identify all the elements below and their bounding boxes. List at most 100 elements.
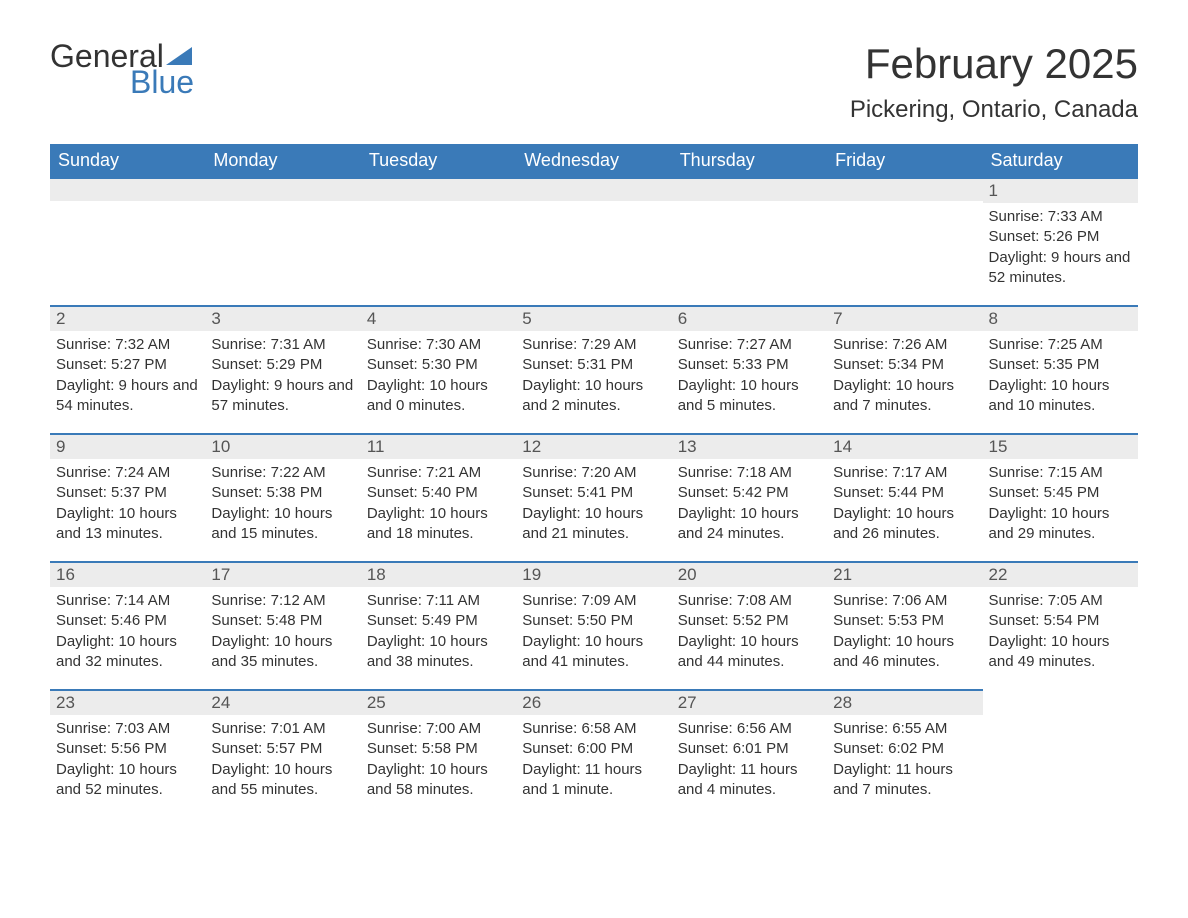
day-number: 10 — [205, 433, 360, 459]
calendar-day-cell: 18Sunrise: 7:11 AMSunset: 5:49 PMDayligh… — [361, 561, 516, 689]
day-content: Sunrise: 7:00 AMSunset: 5:58 PMDaylight:… — [361, 715, 516, 804]
calendar-day-cell: 22Sunrise: 7:05 AMSunset: 5:54 PMDayligh… — [983, 561, 1138, 689]
sunrise-text: Sunrise: 7:33 AM — [989, 207, 1132, 227]
header: General Blue February 2025 Pickering, On… — [50, 40, 1138, 124]
sunrise-text: Sunrise: 7:30 AM — [367, 335, 510, 355]
sunset-text: Sunset: 5:58 PM — [367, 739, 510, 759]
day-number: 20 — [672, 561, 827, 587]
daylight-text: Daylight: 10 hours and 58 minutes. — [367, 760, 510, 801]
day-content: Sunrise: 7:18 AMSunset: 5:42 PMDaylight:… — [672, 459, 827, 548]
sunrise-text: Sunrise: 7:18 AM — [678, 463, 821, 483]
calendar-day-cell: 6Sunrise: 7:27 AMSunset: 5:33 PMDaylight… — [672, 305, 827, 433]
day-content: Sunrise: 7:32 AMSunset: 5:27 PMDaylight:… — [50, 331, 205, 420]
weekday-header: Thursday — [672, 144, 827, 177]
sunrise-text: Sunrise: 7:06 AM — [833, 591, 976, 611]
calendar-table: SundayMondayTuesdayWednesdayThursdayFrid… — [50, 144, 1138, 817]
day-number: 24 — [205, 689, 360, 715]
daylight-text: Daylight: 9 hours and 52 minutes. — [989, 248, 1132, 289]
day-number: 17 — [205, 561, 360, 587]
logo-sail-icon — [166, 47, 192, 65]
calendar-day-cell: 17Sunrise: 7:12 AMSunset: 5:48 PMDayligh… — [205, 561, 360, 689]
daylight-text: Daylight: 10 hours and 46 minutes. — [833, 632, 976, 673]
sunset-text: Sunset: 5:37 PM — [56, 483, 199, 503]
weekday-header: Monday — [205, 144, 360, 177]
calendar-day-cell: 1Sunrise: 7:33 AMSunset: 5:26 PMDaylight… — [983, 177, 1138, 305]
day-content: Sunrise: 7:06 AMSunset: 5:53 PMDaylight:… — [827, 587, 982, 676]
calendar-day-cell — [361, 177, 516, 305]
sunrise-text: Sunrise: 7:08 AM — [678, 591, 821, 611]
calendar-day-cell: 24Sunrise: 7:01 AMSunset: 5:57 PMDayligh… — [205, 689, 360, 817]
calendar-day-cell — [205, 177, 360, 305]
empty-day-strip — [205, 177, 360, 201]
daylight-text: Daylight: 10 hours and 15 minutes. — [211, 504, 354, 545]
calendar-day-cell — [672, 177, 827, 305]
daylight-text: Daylight: 10 hours and 49 minutes. — [989, 632, 1132, 673]
sunset-text: Sunset: 5:40 PM — [367, 483, 510, 503]
day-number: 6 — [672, 305, 827, 331]
weekday-header: Saturday — [983, 144, 1138, 177]
daylight-text: Daylight: 10 hours and 29 minutes. — [989, 504, 1132, 545]
day-content: Sunrise: 7:26 AMSunset: 5:34 PMDaylight:… — [827, 331, 982, 420]
sunrise-text: Sunrise: 7:01 AM — [211, 719, 354, 739]
calendar-day-cell: 19Sunrise: 7:09 AMSunset: 5:50 PMDayligh… — [516, 561, 671, 689]
calendar-day-cell: 13Sunrise: 7:18 AMSunset: 5:42 PMDayligh… — [672, 433, 827, 561]
calendar-day-cell: 10Sunrise: 7:22 AMSunset: 5:38 PMDayligh… — [205, 433, 360, 561]
day-number: 23 — [50, 689, 205, 715]
sunrise-text: Sunrise: 7:27 AM — [678, 335, 821, 355]
day-number: 14 — [827, 433, 982, 459]
daylight-text: Daylight: 10 hours and 26 minutes. — [833, 504, 976, 545]
sunrise-text: Sunrise: 7:20 AM — [522, 463, 665, 483]
sunset-text: Sunset: 5:31 PM — [522, 355, 665, 375]
sunrise-text: Sunrise: 6:58 AM — [522, 719, 665, 739]
sunset-text: Sunset: 5:57 PM — [211, 739, 354, 759]
logo-word-blue: Blue — [130, 66, 194, 98]
weekday-header-row: SundayMondayTuesdayWednesdayThursdayFrid… — [50, 144, 1138, 177]
calendar-day-cell: 16Sunrise: 7:14 AMSunset: 5:46 PMDayligh… — [50, 561, 205, 689]
sunrise-text: Sunrise: 7:32 AM — [56, 335, 199, 355]
sunset-text: Sunset: 5:52 PM — [678, 611, 821, 631]
sunset-text: Sunset: 5:38 PM — [211, 483, 354, 503]
empty-day-strip — [361, 177, 516, 201]
day-content: Sunrise: 7:29 AMSunset: 5:31 PMDaylight:… — [516, 331, 671, 420]
day-number: 11 — [361, 433, 516, 459]
sunset-text: Sunset: 5:30 PM — [367, 355, 510, 375]
calendar-week-row: 16Sunrise: 7:14 AMSunset: 5:46 PMDayligh… — [50, 561, 1138, 689]
daylight-text: Daylight: 9 hours and 54 minutes. — [56, 376, 199, 417]
calendar-day-cell: 27Sunrise: 6:56 AMSunset: 6:01 PMDayligh… — [672, 689, 827, 817]
daylight-text: Daylight: 10 hours and 52 minutes. — [56, 760, 199, 801]
sunrise-text: Sunrise: 7:31 AM — [211, 335, 354, 355]
calendar-day-cell: 25Sunrise: 7:00 AMSunset: 5:58 PMDayligh… — [361, 689, 516, 817]
daylight-text: Daylight: 10 hours and 18 minutes. — [367, 504, 510, 545]
day-number: 8 — [983, 305, 1138, 331]
daylight-text: Daylight: 11 hours and 1 minute. — [522, 760, 665, 801]
calendar-day-cell: 15Sunrise: 7:15 AMSunset: 5:45 PMDayligh… — [983, 433, 1138, 561]
day-number: 22 — [983, 561, 1138, 587]
calendar-day-cell: 23Sunrise: 7:03 AMSunset: 5:56 PMDayligh… — [50, 689, 205, 817]
sunset-text: Sunset: 5:26 PM — [989, 227, 1132, 247]
sunrise-text: Sunrise: 7:15 AM — [989, 463, 1132, 483]
daylight-text: Daylight: 11 hours and 7 minutes. — [833, 760, 976, 801]
day-number: 13 — [672, 433, 827, 459]
day-content: Sunrise: 6:58 AMSunset: 6:00 PMDaylight:… — [516, 715, 671, 804]
calendar-day-cell: 11Sunrise: 7:21 AMSunset: 5:40 PMDayligh… — [361, 433, 516, 561]
day-content: Sunrise: 6:56 AMSunset: 6:01 PMDaylight:… — [672, 715, 827, 804]
calendar-day-cell: 4Sunrise: 7:30 AMSunset: 5:30 PMDaylight… — [361, 305, 516, 433]
daylight-text: Daylight: 10 hours and 2 minutes. — [522, 376, 665, 417]
sunrise-text: Sunrise: 7:24 AM — [56, 463, 199, 483]
calendar-day-cell: 9Sunrise: 7:24 AMSunset: 5:37 PMDaylight… — [50, 433, 205, 561]
calendar-week-row: 23Sunrise: 7:03 AMSunset: 5:56 PMDayligh… — [50, 689, 1138, 817]
calendar-day-cell — [827, 177, 982, 305]
day-content: Sunrise: 7:25 AMSunset: 5:35 PMDaylight:… — [983, 331, 1138, 420]
sunrise-text: Sunrise: 7:25 AM — [989, 335, 1132, 355]
calendar-day-cell — [516, 177, 671, 305]
sunset-text: Sunset: 5:44 PM — [833, 483, 976, 503]
sunrise-text: Sunrise: 7:09 AM — [522, 591, 665, 611]
day-content: Sunrise: 7:12 AMSunset: 5:48 PMDaylight:… — [205, 587, 360, 676]
calendar-day-cell — [50, 177, 205, 305]
day-content: Sunrise: 7:21 AMSunset: 5:40 PMDaylight:… — [361, 459, 516, 548]
sunset-text: Sunset: 5:54 PM — [989, 611, 1132, 631]
daylight-text: Daylight: 10 hours and 10 minutes. — [989, 376, 1132, 417]
sunset-text: Sunset: 6:02 PM — [833, 739, 976, 759]
month-title: February 2025 — [850, 40, 1138, 88]
daylight-text: Daylight: 11 hours and 4 minutes. — [678, 760, 821, 801]
